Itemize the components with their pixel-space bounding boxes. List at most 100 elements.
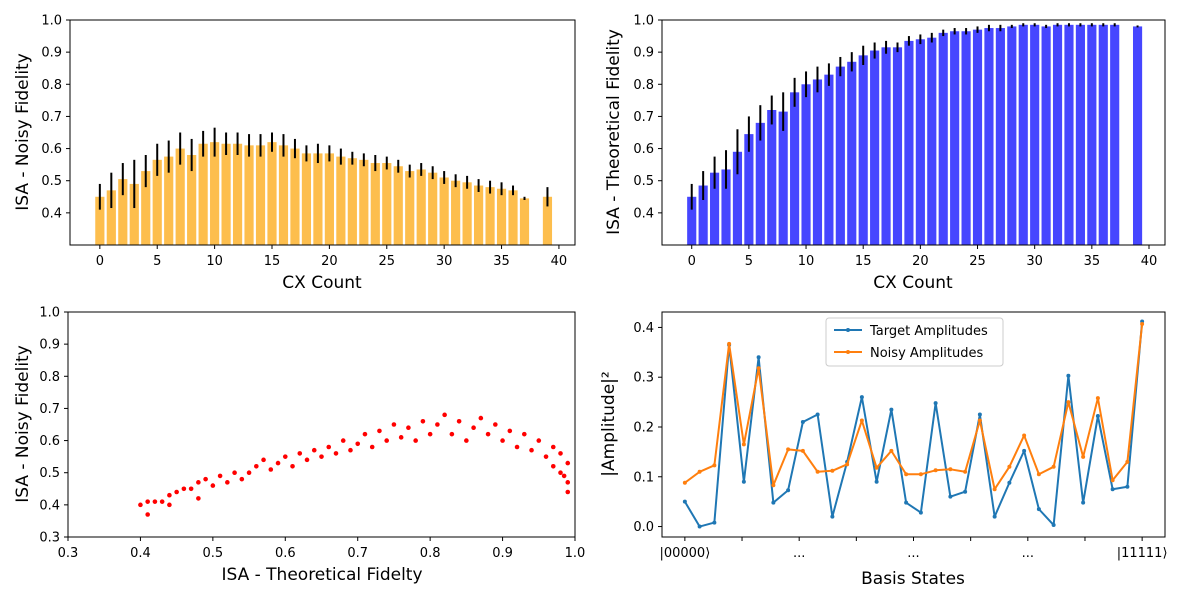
scatter-xtick-label: 0.4 (130, 546, 151, 561)
noisy-bar-xlabel: CX Count (282, 273, 362, 293)
bar (961, 31, 971, 245)
amplitude-point-1 (771, 483, 776, 488)
amplitude-point-0 (1051, 523, 1056, 528)
bar (1007, 26, 1017, 245)
legend-box (825, 317, 1004, 367)
scatter-point (333, 451, 339, 456)
bar (439, 177, 449, 245)
bar (210, 142, 220, 245)
scatter-ytick-label: 0.6 (39, 434, 60, 449)
amplitude-ylabel: |Amplitude|² (599, 371, 619, 476)
noisy-bar-ticks: 0.4 0.5 0.6 0.7 0.8 0.9 1.0 0 5 10 15 20 25 30 35 40 (41, 14, 567, 270)
amplitude-point-1 (1036, 472, 1041, 477)
amplitude-point-1 (1051, 464, 1056, 469)
bar-xtick-label: 25 (969, 254, 986, 269)
amplitude-point-1 (963, 469, 968, 474)
amplitude-xtick-label: ... (793, 546, 805, 561)
scatter-point (261, 457, 266, 463)
scatter-axes-frame (67, 311, 576, 538)
amplitude-point-0 (830, 514, 835, 519)
bar-ytick-label: 0.6 (633, 142, 654, 157)
bar (687, 196, 697, 245)
amplitude-point-1 (933, 468, 938, 473)
scatter-point (391, 422, 397, 427)
bar (881, 47, 891, 246)
scatter-point (550, 463, 556, 469)
scatter-xlabel: ISA - Theoretical Fidelty (221, 565, 422, 585)
amplitude-xtick-label: |00000⟩ (659, 546, 710, 561)
amplitude-point-1 (948, 467, 953, 472)
bar (324, 153, 334, 245)
bar (141, 171, 151, 245)
amplitude-point-0 (889, 407, 894, 412)
amplitude-ytick-label: 0.1 (633, 470, 654, 485)
amplitude-point-0 (712, 520, 717, 525)
bar (485, 187, 495, 245)
scatter-point (362, 431, 368, 437)
legend-noisy-marker (846, 350, 850, 354)
bar (950, 31, 960, 245)
amplitude-point-0 (1022, 448, 1027, 453)
scatter-point (565, 489, 571, 495)
bar-xtick-label: 30 (436, 254, 453, 269)
bar-xtick-label: 10 (206, 254, 223, 269)
bar (1030, 24, 1040, 246)
bar (847, 61, 857, 246)
bar (984, 28, 994, 245)
bar (462, 182, 472, 245)
bar (221, 143, 231, 245)
bar (336, 156, 346, 245)
bar-ytick-label: 0.7 (41, 110, 62, 125)
amplitude-point-1 (682, 480, 687, 485)
scatter-points-layer (138, 412, 571, 517)
amplitude-point-1 (1140, 321, 1145, 326)
noisy-bar-ylabel: ISA - Noisy Fidelity (13, 53, 33, 211)
bar-xtick-label: 5 (153, 254, 161, 269)
scatter-point (406, 425, 411, 431)
panel-amplitudes-line: 0.0 0.1 0.2 0.3 0.4 |00000⟩......... |11111⟩ B… (599, 311, 1168, 589)
scatter-point (514, 444, 520, 450)
amplitude-point-0 (771, 500, 776, 505)
amplitude-xlabel: Basis States (861, 569, 965, 589)
bar-xtick-label: 40 (1141, 254, 1158, 269)
scatter-point (290, 463, 295, 469)
bar (744, 134, 754, 245)
bar (1087, 24, 1097, 246)
bar-ytick-label: 0.4 (41, 206, 62, 221)
amplitude-point-0 (756, 355, 761, 360)
scatter-point (319, 454, 324, 459)
bar (904, 40, 914, 246)
bar (278, 145, 289, 245)
amplitude-point-0 (904, 500, 909, 505)
bar-xtick-label: 35 (493, 254, 510, 269)
bar (915, 39, 925, 246)
amplitude-point-0 (1110, 487, 1115, 492)
scatter-point (210, 483, 216, 488)
scatter-point (507, 428, 513, 434)
bar (382, 163, 392, 245)
noisy-bars-layer (95, 127, 553, 245)
bar (938, 32, 948, 245)
bar (405, 171, 415, 245)
bar (1132, 26, 1143, 245)
bar (187, 155, 197, 245)
amplitude-point-1 (874, 465, 879, 470)
amplitude-point-1 (1081, 454, 1086, 459)
scatter-ylabel: ISA - Noisy Fidelity (13, 345, 33, 503)
amplitude-point-0 (1095, 414, 1100, 419)
bar (778, 111, 788, 245)
scatter-point (485, 431, 491, 437)
amplitude-point-1 (815, 469, 820, 474)
amplitude-point-0 (992, 514, 997, 519)
bar (370, 163, 380, 245)
scatter-point (188, 486, 194, 492)
amplitude-point-1 (904, 472, 909, 477)
bar-xtick-label: 10 (798, 254, 815, 269)
scatter-point (145, 499, 150, 504)
legend-target-label: Target Amplitudes (869, 324, 988, 339)
bar (347, 158, 357, 245)
scatter-ytick-label: 0.7 (39, 402, 60, 417)
bar (255, 145, 266, 245)
amplitude-point-0 (933, 401, 938, 406)
